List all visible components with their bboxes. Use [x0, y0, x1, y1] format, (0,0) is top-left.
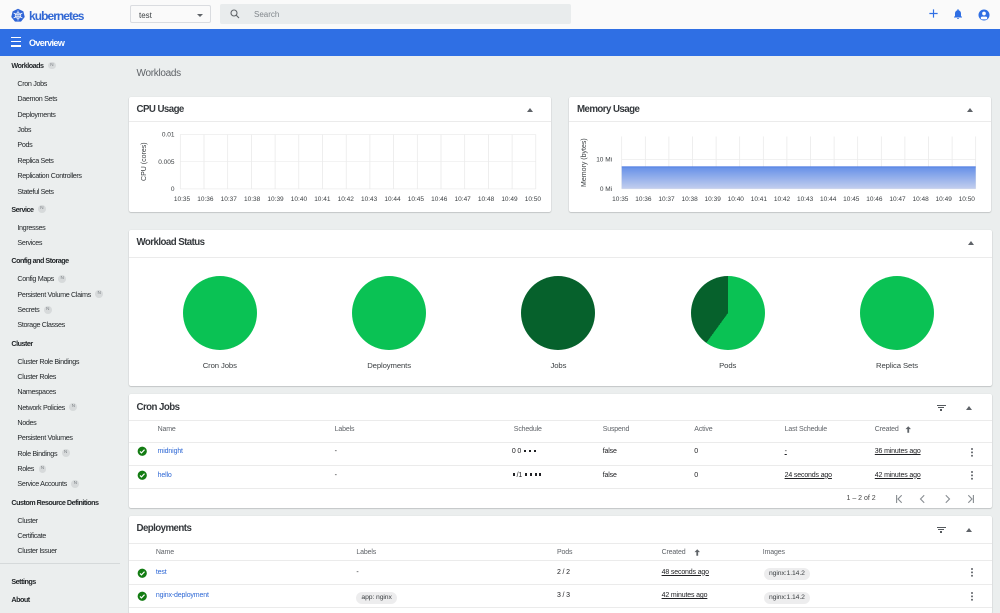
svg-text:10:35: 10:35	[173, 196, 190, 203]
svg-text:CPU (cores): CPU (cores)	[140, 142, 147, 181]
svg-text:10:38: 10:38	[244, 196, 261, 203]
svg-text:10:49: 10:49	[501, 196, 518, 203]
svg-text:10:40: 10:40	[290, 196, 307, 203]
svg-text:Memory (bytes): Memory (bytes)	[581, 138, 588, 187]
svg-text:10:47: 10:47	[454, 196, 471, 203]
svg-text:0.005: 0.005	[158, 159, 175, 166]
svg-text:10:41: 10:41	[751, 196, 768, 203]
svg-text:10:38: 10:38	[681, 196, 698, 203]
svg-text:10:43: 10:43	[360, 196, 377, 203]
svg-text:10:49: 10:49	[936, 196, 953, 203]
svg-text:10:36: 10:36	[635, 196, 652, 203]
svg-text:10:48: 10:48	[477, 196, 494, 203]
svg-text:10:48: 10:48	[912, 196, 929, 203]
svg-text:10:44: 10:44	[384, 196, 401, 203]
svg-text:10:43: 10:43	[797, 196, 814, 203]
svg-text:10:44: 10:44	[820, 196, 837, 203]
svg-text:10:45: 10:45	[407, 196, 424, 203]
svg-text:10 Mi: 10 Mi	[596, 157, 612, 164]
svg-text:10:41: 10:41	[314, 196, 331, 203]
svg-text:10:35: 10:35	[612, 196, 629, 203]
svg-text:10:47: 10:47	[889, 196, 906, 203]
svg-text:10:40: 10:40	[728, 196, 745, 203]
svg-text:0: 0	[170, 186, 174, 193]
svg-text:10:46: 10:46	[431, 196, 448, 203]
svg-text:10:37: 10:37	[658, 196, 675, 203]
svg-text:10:50: 10:50	[524, 196, 541, 203]
svg-text:10:45: 10:45	[843, 196, 860, 203]
svg-text:10:42: 10:42	[774, 196, 791, 203]
svg-text:10:42: 10:42	[337, 196, 354, 203]
svg-text:10:39: 10:39	[705, 196, 722, 203]
svg-text:10:50: 10:50	[959, 196, 976, 203]
svg-text:10:46: 10:46	[866, 196, 883, 203]
svg-text:0.01: 0.01	[161, 132, 174, 139]
svg-text:0 Mi: 0 Mi	[600, 186, 612, 193]
svg-text:10:36: 10:36	[197, 196, 214, 203]
svg-text:10:37: 10:37	[220, 196, 237, 203]
svg-text:10:39: 10:39	[267, 196, 284, 203]
